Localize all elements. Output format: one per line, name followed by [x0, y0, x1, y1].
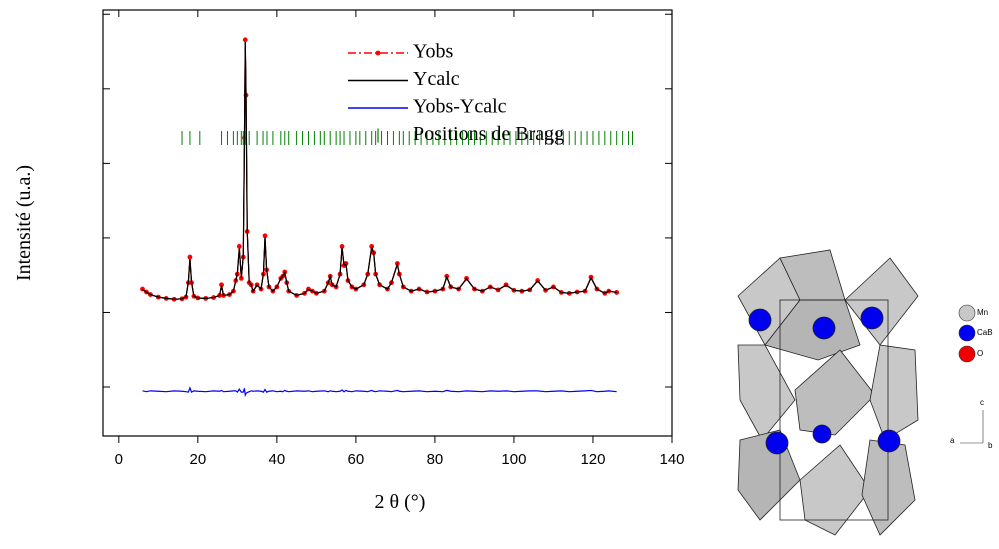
- data-point: [238, 275, 244, 281]
- atom-cab: [812, 424, 832, 444]
- axis-label: c: [980, 398, 984, 407]
- series-line: [142, 39, 617, 300]
- x-tick-label: 100: [501, 451, 526, 468]
- legend-label: Ycalc: [413, 68, 460, 90]
- x-tick-label: 80: [427, 451, 444, 468]
- legend-label: Yobs: [413, 41, 453, 63]
- legend-label: Positions de Bragg: [413, 123, 564, 145]
- plot-frame: [102, 9, 673, 437]
- octahedron: [869, 344, 919, 441]
- data-point: [339, 244, 345, 249]
- x-tick-label: 60: [348, 451, 365, 468]
- data-point: [369, 244, 375, 249]
- unit-cell: [779, 299, 889, 521]
- x-tick-label: 0: [115, 451, 123, 468]
- legend-atom: [958, 345, 976, 363]
- axis-label: a: [950, 436, 955, 445]
- series-line: [142, 386, 617, 398]
- legend-atom: [958, 304, 976, 322]
- atom-cab: [748, 308, 772, 332]
- x-tick-label: 120: [580, 451, 605, 468]
- legend-label: O: [977, 349, 983, 358]
- octahedron: [799, 444, 871, 536]
- y-axis-title: Intensité (u.a.): [13, 165, 35, 281]
- structure-legend: [958, 304, 984, 444]
- legend-label: Yobs-Ycalc: [413, 96, 507, 118]
- legend-marker: [375, 50, 381, 56]
- axis-label: b: [988, 441, 993, 450]
- data-point: [187, 254, 193, 260]
- atom-cab: [877, 429, 901, 453]
- octahedron: [794, 349, 876, 436]
- series-line-overlay: [142, 41, 617, 300]
- x-tick-label: 40: [269, 451, 286, 468]
- crystal-structure: [737, 249, 919, 536]
- x-tick-label: 20: [189, 451, 206, 468]
- legend-label: CaB: [977, 328, 993, 337]
- octahedron: [861, 439, 916, 536]
- x-tick-label: 140: [659, 451, 684, 468]
- atom-cab: [812, 316, 836, 340]
- data-point: [262, 233, 268, 239]
- data-point: [236, 244, 242, 249]
- octahedron: [737, 344, 796, 441]
- data-point: [242, 37, 248, 43]
- atom-cab: [860, 306, 884, 330]
- x-axis-title: 2 θ (°): [375, 491, 426, 513]
- data-point: [219, 282, 224, 288]
- atom-cab: [765, 431, 789, 455]
- legend-label: Mn: [977, 308, 988, 317]
- legend-atom: [958, 324, 976, 342]
